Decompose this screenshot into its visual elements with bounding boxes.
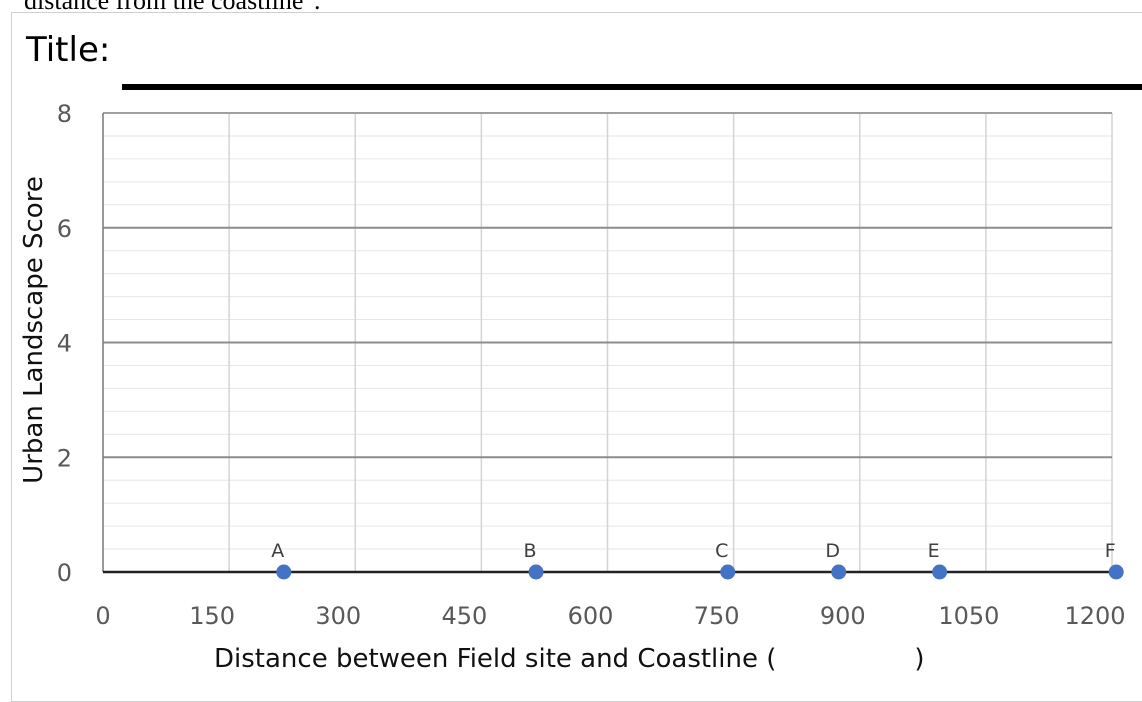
data-point-label: E [928,540,940,562]
data-point [276,564,292,580]
x-tick-label: 600 [568,602,614,630]
y-axis-label: Urban Landscape Score [19,176,49,484]
data-points [276,564,1124,580]
data-point [932,564,948,580]
x-tick-label: 150 [189,602,235,630]
data-point-label: B [524,540,537,562]
y-tick-label: 0 [57,559,72,587]
x-tick-label: 300 [315,602,361,630]
x-axis-label-text: Distance between Field site and Coastlin… [214,644,777,674]
data-point-label: F [1105,540,1116,562]
data-point [1108,564,1124,580]
x-tick-label: 900 [820,602,866,630]
x-tick-labels: 0 150 300 450 600 750 900 1050 1200 [95,602,1125,630]
x-tick-label: 1200 [1064,602,1125,630]
data-point [528,564,544,580]
data-point [720,564,736,580]
cutoff-question-text: distance from the coastline". [24,0,321,15]
y-tick-label: 8 [57,100,72,128]
data-point-labels: A B C D E F [271,540,1115,562]
y-tick-label: 4 [57,330,72,358]
x-tick-label: 450 [441,602,487,630]
x-tick-label: 1050 [938,602,999,630]
y-tick-labels: 0 2 4 6 8 [57,100,72,587]
title-label: Title: [26,30,111,70]
x-tick-label: 0 [95,602,110,630]
data-point-label: D [825,540,840,562]
x-tick-label: 750 [694,602,740,630]
title-blank-line [122,84,1142,90]
x-axis-label-close: ) [914,644,925,674]
data-point [831,564,847,580]
x-axis-label: Distance between Field site and Coastlin… [214,644,925,674]
data-point-label: C [715,540,728,562]
y-tick-label: 6 [57,215,72,243]
y-tick-label: 2 [57,444,72,472]
data-point-label: A [271,540,284,562]
